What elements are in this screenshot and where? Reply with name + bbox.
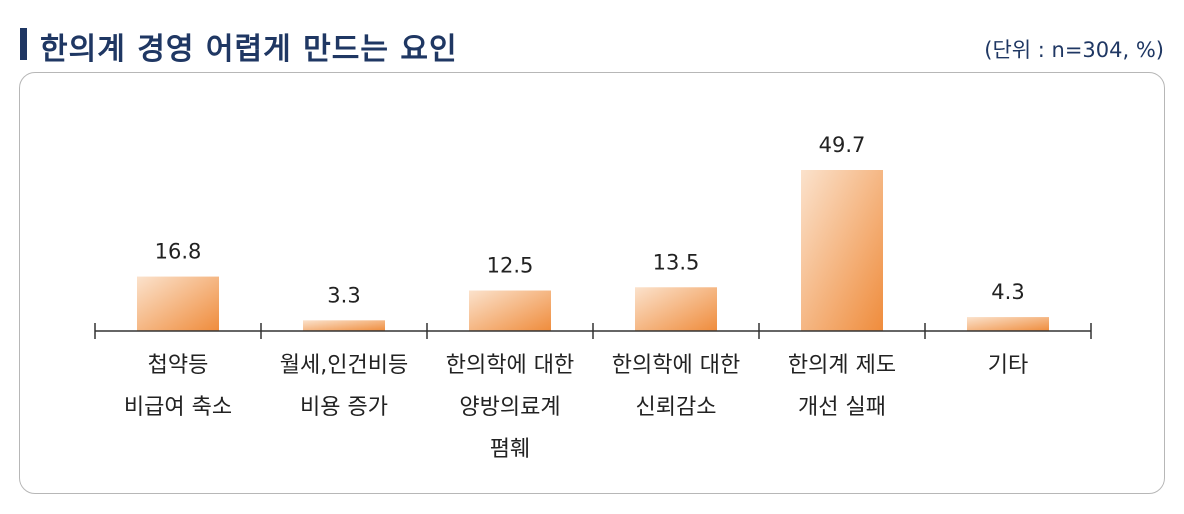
category-label-0-line-1: 비급여 축소 <box>124 395 232 420</box>
category-label-4-line-1: 개선 실패 <box>798 395 886 420</box>
value-label-0: 16.8 <box>155 240 202 264</box>
category-label-2-line-1: 양방의료계 <box>459 395 560 420</box>
title-accent-bar <box>20 28 27 60</box>
value-label-3: 13.5 <box>653 250 700 274</box>
bar-2 <box>469 290 551 331</box>
bar-5 <box>967 317 1049 331</box>
category-label-0-line-0: 첩약등 <box>148 353 209 378</box>
category-label-2-line-2: 폄훼 <box>490 437 530 462</box>
category-label-3-line-0: 한의학에 대한 <box>612 353 740 378</box>
category-label-4-line-0: 한의계 제도 <box>788 353 896 378</box>
value-label-1: 3.3 <box>327 283 360 307</box>
bar-0 <box>137 276 219 331</box>
bar-4 <box>801 170 883 331</box>
category-label-1-line-0: 월세,인건비등 <box>280 353 408 378</box>
category-label-3-line-1: 신뢰감소 <box>636 395 717 420</box>
category-label-5-line-0: 기타 <box>988 353 1028 378</box>
bar-3 <box>635 287 717 331</box>
bar-1 <box>303 320 385 331</box>
unit-note: (단위 : n=304, %) <box>984 38 1164 62</box>
category-label-2-line-0: 한의학에 대한 <box>446 353 574 378</box>
value-label-5: 4.3 <box>991 280 1024 304</box>
chart-title: 한의계 경영 어렵게 만드는 요인 <box>40 32 458 67</box>
value-label-4: 49.7 <box>819 133 866 157</box>
category-label-1-line-1: 비용 증가 <box>300 395 388 420</box>
value-label-2: 12.5 <box>487 254 534 278</box>
